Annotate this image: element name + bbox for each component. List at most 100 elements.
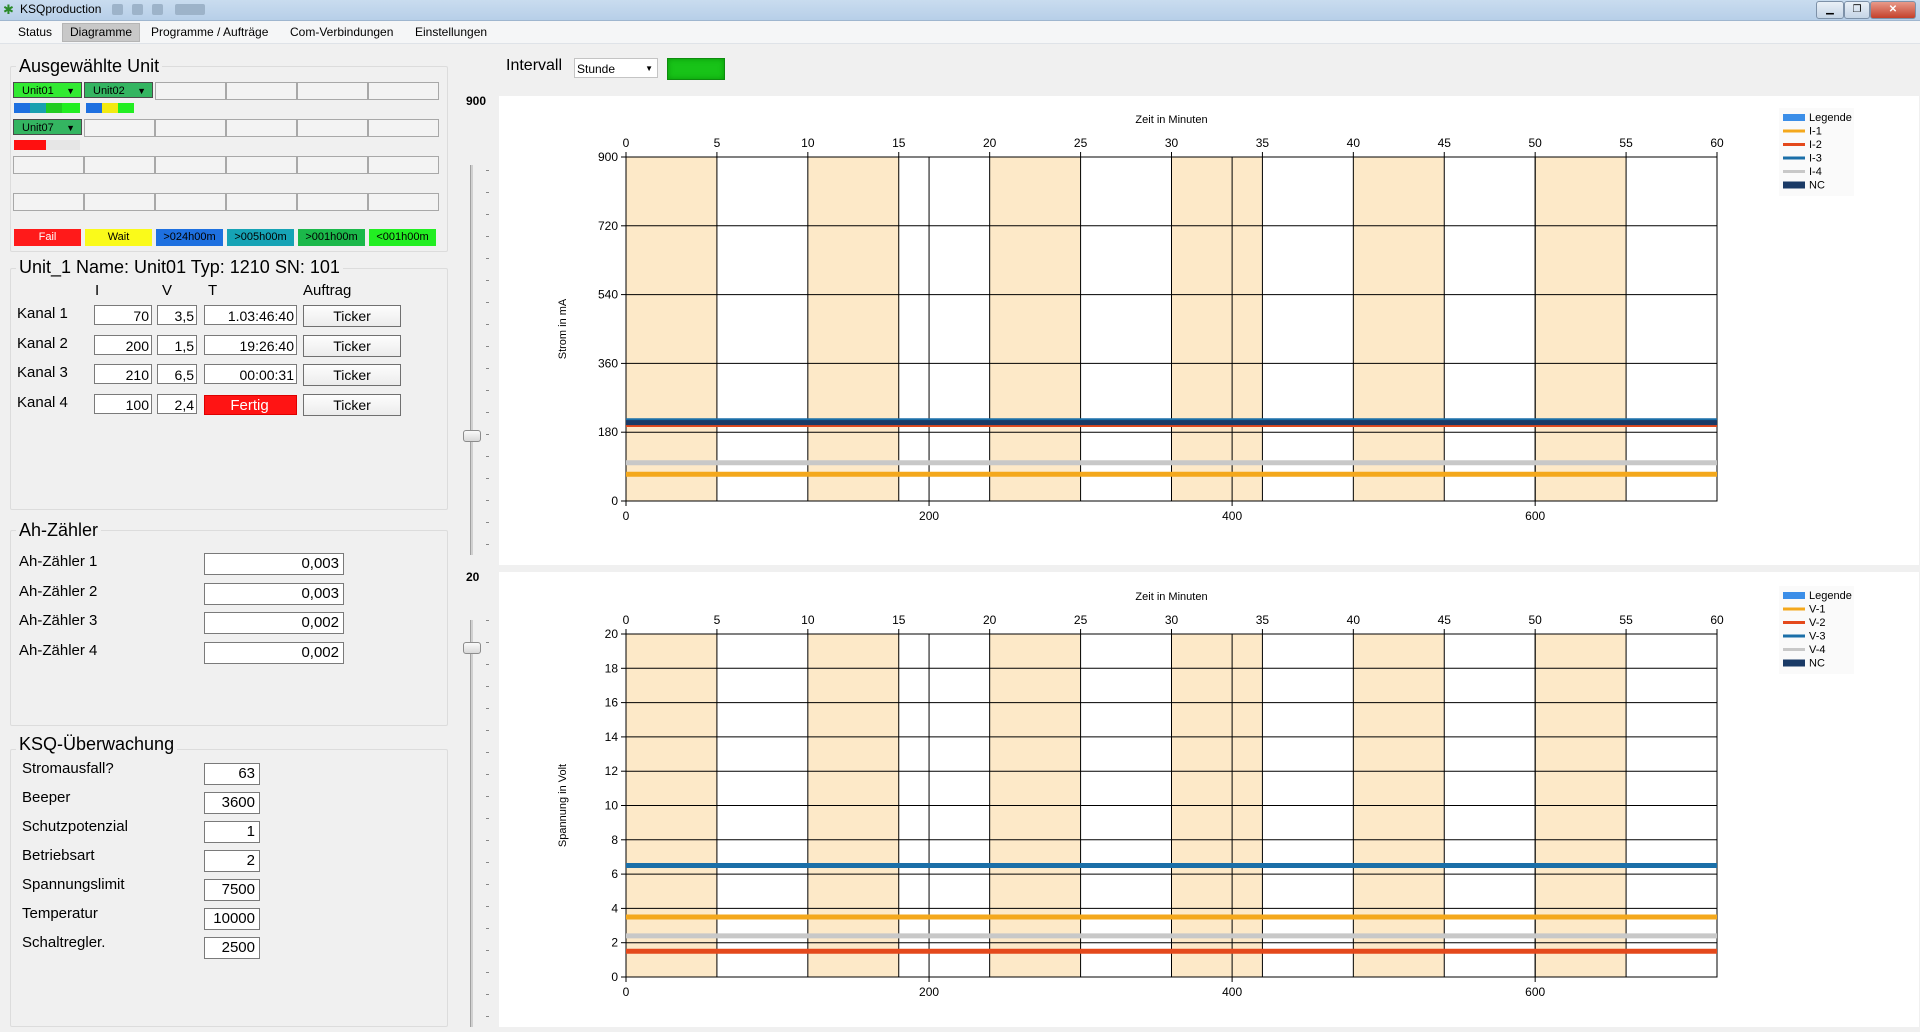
- unit02-status-bar: [118, 103, 134, 113]
- empty-unit-slot[interactable]: [155, 193, 226, 211]
- status-finished-field[interactable]: Fertig: [204, 395, 297, 415]
- current-field[interactable]: 210: [94, 364, 152, 384]
- voltage-slider-thumb[interactable]: [463, 642, 481, 654]
- ksq-value-field[interactable]: 2500: [204, 937, 260, 959]
- slider-tick: [486, 390, 489, 391]
- current-slider-max: 900: [466, 94, 487, 108]
- menu-status[interactable]: Status: [18, 25, 53, 39]
- unit07-button[interactable]: Unit07 ▼: [13, 119, 82, 135]
- empty-unit-slot[interactable]: [13, 156, 84, 174]
- voltage-field[interactable]: 2,4: [157, 394, 197, 414]
- ksq-value-field[interactable]: 10000: [204, 908, 260, 930]
- time-field[interactable]: 1.03:46:40: [204, 305, 297, 325]
- time-band: [1171, 157, 1263, 501]
- menu-com-verbindungen[interactable]: Com-Verbindungen: [290, 25, 394, 39]
- ksq-value-field[interactable]: 1: [204, 821, 260, 843]
- voltage-slider-track[interactable]: [470, 620, 473, 1027]
- current-field[interactable]: 100: [94, 394, 152, 414]
- ksq-value-field[interactable]: 7500: [204, 879, 260, 901]
- y-tick-label: 360: [598, 356, 618, 370]
- empty-unit-slot[interactable]: [155, 156, 226, 174]
- current-field[interactable]: 70: [94, 305, 152, 325]
- empty-unit-slot[interactable]: [297, 193, 368, 211]
- time-band: [1535, 157, 1627, 501]
- interval-select[interactable]: Stunde ▼: [574, 58, 658, 78]
- legend-label: NC: [1809, 180, 1825, 192]
- x-top-tick-label: 60: [1710, 613, 1724, 627]
- empty-unit-slot[interactable]: [226, 82, 297, 100]
- empty-unit-slot[interactable]: [84, 119, 155, 137]
- empty-unit-slot[interactable]: [155, 82, 226, 100]
- voltage-field[interactable]: 3,5: [157, 305, 197, 325]
- legend-under-1h: <001h00m: [369, 229, 436, 246]
- y-tick-label: 16: [605, 696, 619, 710]
- empty-unit-slot[interactable]: [13, 193, 84, 211]
- ksq-label: Stromausfall?: [22, 760, 114, 777]
- empty-unit-slot[interactable]: [368, 193, 439, 211]
- x-top-tick-label: 60: [1710, 136, 1724, 150]
- empty-unit-slot[interactable]: [368, 119, 439, 137]
- empty-unit-slot[interactable]: [155, 119, 226, 137]
- time-field[interactable]: 19:26:40: [204, 335, 297, 355]
- slider-tick: [486, 500, 489, 501]
- current-slider-track[interactable]: [470, 165, 473, 555]
- unit01-button[interactable]: Unit01 ▼: [13, 82, 82, 98]
- current-field[interactable]: 200: [94, 335, 152, 355]
- empty-unit-slot[interactable]: [84, 156, 155, 174]
- ticker-button[interactable]: Ticker: [303, 305, 401, 327]
- voltage-field[interactable]: 6,5: [157, 364, 197, 384]
- time-field[interactable]: 00:00:31: [204, 364, 297, 384]
- ticker-button[interactable]: Ticker: [303, 335, 401, 357]
- current-chart-svg: 0 180 360 540 720 900 0 5 10 15 20 25 30 35 40 45 50 55 60…: [557, 108, 1854, 523]
- legend-1h: >001h00m: [298, 229, 365, 246]
- ah-counter-field[interactable]: 0,003: [204, 553, 344, 575]
- legend-swatch: [1783, 181, 1805, 189]
- empty-unit-slot[interactable]: [297, 156, 368, 174]
- legend-label: I-3: [1809, 153, 1822, 165]
- legend-swatch: [1783, 170, 1805, 173]
- empty-unit-slot[interactable]: [226, 119, 297, 137]
- voltage-field[interactable]: 1,5: [157, 335, 197, 355]
- voltage-chart[interactable]: 0 2 4 6 8 10 12 14 16 18 20 0 5 10 15 20 25 30 35 40 45 50 55 6…: [499, 572, 1919, 1027]
- legend-swatch: [1783, 648, 1805, 651]
- print-icon[interactable]: [132, 4, 143, 15]
- y-axis-title: Strom in mA: [557, 298, 569, 359]
- ticker-button[interactable]: Ticker: [303, 364, 401, 386]
- close-button[interactable]: ✕: [1870, 1, 1916, 19]
- ksq-value-field[interactable]: 2: [204, 850, 260, 872]
- current-slider-thumb[interactable]: [463, 430, 481, 442]
- empty-unit-slot[interactable]: [368, 156, 439, 174]
- ksq-value-field[interactable]: 3600: [204, 792, 260, 814]
- current-chart[interactable]: 0 180 360 540 720 900 0 5 10 15 20 25 30 35 40 45 50 55 60…: [499, 96, 1919, 565]
- empty-unit-slot[interactable]: [368, 82, 439, 100]
- slider-tick: [486, 840, 489, 841]
- slider-tick: [486, 774, 489, 775]
- empty-unit-slot[interactable]: [226, 193, 297, 211]
- title-bar: ✱ KSQproduction ▁ ❐ ✕: [0, 0, 1920, 21]
- empty-unit-slot[interactable]: [226, 156, 297, 174]
- maximize-button[interactable]: ❐: [1844, 1, 1870, 19]
- font-box-icon[interactable]: [175, 4, 205, 15]
- ksq-label: Spannungslimit: [22, 876, 125, 893]
- slider-tick: [486, 192, 489, 193]
- minimize-button[interactable]: ▁: [1816, 1, 1844, 19]
- x-bottom-tick-label: 600: [1525, 509, 1545, 523]
- x-top-tick-label: 20: [983, 613, 997, 627]
- empty-unit-slot[interactable]: [84, 193, 155, 211]
- menu-programme[interactable]: Programme / Aufträge: [151, 25, 269, 39]
- menu-einstellungen[interactable]: Einstellungen: [415, 25, 488, 39]
- legend-label: NC: [1809, 658, 1825, 670]
- ah-counter-field[interactable]: 0,002: [204, 642, 344, 664]
- menu-diagramme[interactable]: Diagramme: [62, 23, 141, 42]
- ah-counter-field[interactable]: 0,003: [204, 583, 344, 605]
- ticker-button[interactable]: Ticker: [303, 394, 401, 416]
- save-icon[interactable]: [112, 4, 123, 15]
- page-icon[interactable]: [152, 4, 163, 15]
- empty-unit-slot[interactable]: [297, 119, 368, 137]
- ksq-value-field[interactable]: 63: [204, 763, 260, 785]
- x-top-tick-label: 30: [1165, 136, 1179, 150]
- slider-tick: [486, 170, 489, 171]
- ah-counter-field[interactable]: 0,002: [204, 612, 344, 634]
- unit02-button[interactable]: Unit02 ▼: [84, 82, 153, 98]
- empty-unit-slot[interactable]: [297, 82, 368, 100]
